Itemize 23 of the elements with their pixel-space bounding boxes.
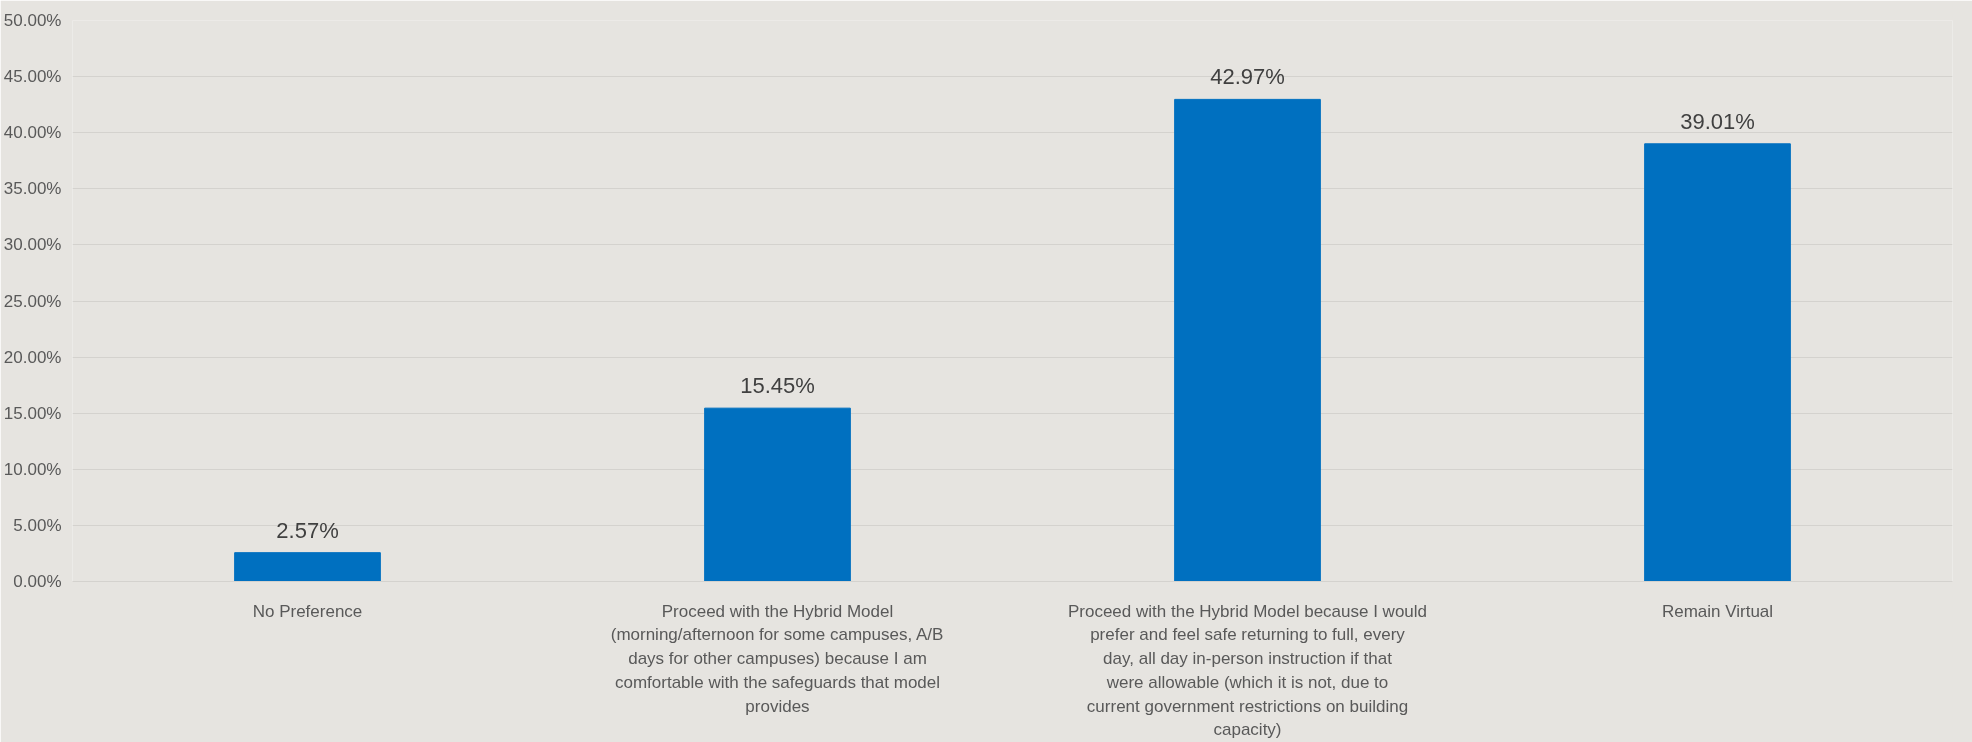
- bar: [704, 407, 851, 582]
- y-tick-label: 10.00%: [3, 459, 62, 479]
- data-label: 39.01%: [1680, 108, 1755, 134]
- y-tick-label: 30.00%: [3, 235, 62, 255]
- y-tick-label: 40.00%: [3, 123, 62, 143]
- y-tick-label: 0.00%: [13, 572, 62, 591]
- y-tick-label: 35.00%: [3, 179, 62, 199]
- bar: [234, 552, 381, 582]
- data-label: 15.45%: [740, 373, 815, 399]
- y-tick-label: 25.00%: [3, 291, 62, 311]
- data-label: 2.57%: [276, 517, 339, 543]
- y-tick-label: 20.00%: [3, 347, 62, 367]
- x-tick-label: Proceed with the Hybrid Model because I would prefer and feel safe returning to full, every day, all day in-person instruction if that were allowable (which it is not, due to current government restrictions on building capacity): [1067, 601, 1428, 740]
- y-tick-label: 45.00%: [3, 67, 62, 87]
- y-tick-label: 50.00%: [3, 11, 62, 30]
- bar: [1644, 143, 1791, 582]
- x-tick-label: Remain Virtual: [1661, 601, 1774, 621]
- y-tick-label: 5.00%: [13, 515, 62, 535]
- x-tick-label: No Preference: [252, 601, 363, 621]
- y-tick-label: 15.00%: [3, 403, 62, 423]
- data-label: 42.97%: [1210, 64, 1285, 90]
- bar: [1174, 98, 1321, 582]
- x-tick-label: Proceed with the Hybrid Model (morning/afternoon for some campuses, A/B days for other campuses) because I am comfortable with the safeguards that model provides: [610, 601, 944, 716]
